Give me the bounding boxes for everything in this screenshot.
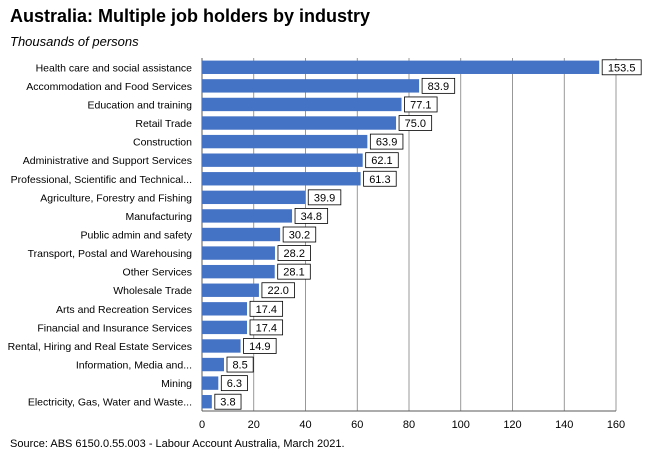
- data-label: 28.2: [284, 248, 305, 260]
- category-label: Retail Trade: [135, 118, 192, 130]
- data-label: 62.1: [371, 155, 392, 167]
- category-label: Rental, Hiring and Real Estate Services: [8, 341, 192, 353]
- bar: [202, 357, 224, 372]
- category-label: Public admin and safety: [81, 230, 193, 242]
- category-label: Manufacturing: [125, 211, 192, 223]
- data-label: 153.5: [608, 62, 636, 74]
- chart-subtitle: Thousands of persons: [10, 34, 139, 49]
- data-label: 30.2: [289, 230, 310, 242]
- category-label: Education and training: [88, 99, 193, 111]
- bar: [202, 395, 212, 409]
- data-label-box: [294, 208, 329, 224]
- data-label: 3.8: [220, 397, 235, 409]
- data-label: 28.1: [283, 267, 304, 279]
- data-label-box: [363, 170, 397, 187]
- data-label-box: [365, 152, 399, 169]
- category-label: Financial and Insurance Services: [37, 322, 192, 334]
- category-label: Information, Media and...: [76, 360, 192, 372]
- bar: [202, 246, 275, 260]
- data-label: 75.0: [405, 118, 426, 130]
- bar: [202, 302, 248, 316]
- bar: [202, 264, 275, 279]
- category-label: Professional, Scientific and Technical..…: [11, 174, 192, 186]
- category-label: Transport, Postal and Warehousing: [28, 248, 193, 260]
- category-label: Mining: [161, 378, 192, 390]
- x-tick-label: 60: [351, 419, 363, 431]
- x-tick-label: 160: [607, 419, 625, 431]
- category-label: Health care and social assistance: [36, 62, 193, 74]
- data-label: 14.9: [249, 341, 270, 353]
- data-label: 6.3: [227, 378, 242, 390]
- data-label-box: [249, 300, 284, 317]
- category-label: Accommodation and Food Services: [26, 81, 192, 93]
- bar: [202, 283, 259, 297]
- data-label: 83.9: [428, 81, 449, 93]
- x-tick-label: 0: [199, 419, 205, 431]
- category-label: Electricity, Gas, Water and Waste...: [28, 397, 192, 409]
- x-tick-label: 140: [555, 419, 573, 431]
- bar: [202, 153, 363, 167]
- bar: [202, 79, 420, 93]
- data-label-box: [369, 133, 404, 150]
- data-label: 61.3: [369, 174, 390, 186]
- category-label: Administrative and Support Services: [23, 155, 192, 167]
- data-label: 77.1: [410, 99, 431, 111]
- bar: [202, 116, 397, 130]
- bar: [202, 209, 293, 223]
- data-label: 22.0: [268, 285, 289, 297]
- bar: [202, 97, 402, 112]
- data-label-box: [249, 319, 284, 336]
- category-label: Agriculture, Forestry and Fishing: [40, 192, 192, 204]
- category-label: Wholesale Trade: [113, 285, 192, 297]
- category-label: Construction: [133, 137, 192, 149]
- x-tick-label: 120: [503, 419, 521, 431]
- bar: [202, 134, 368, 149]
- data-label: 8.5: [232, 360, 247, 372]
- data-label-box: [282, 226, 317, 243]
- bar: [202, 172, 361, 186]
- x-tick-label: 40: [299, 419, 311, 431]
- data-label: 39.9: [314, 192, 335, 204]
- data-label-box: [214, 393, 242, 410]
- data-label-box: [277, 263, 311, 280]
- bar: [202, 227, 281, 242]
- data-label-box: [226, 356, 254, 373]
- data-label-box: [261, 282, 295, 299]
- category-label: Other Services: [123, 267, 192, 279]
- data-label-box: [220, 375, 248, 392]
- data-label-box: [404, 96, 438, 113]
- data-label-box: [243, 338, 277, 354]
- bar: [202, 376, 219, 390]
- data-label: 17.4: [256, 322, 277, 334]
- bar: [202, 320, 248, 335]
- category-label: Arts and Recreation Services: [56, 304, 192, 316]
- bar: [202, 60, 600, 74]
- x-tick-label: 80: [403, 419, 415, 431]
- data-label: 17.4: [256, 304, 277, 316]
- data-label-box: [277, 245, 311, 261]
- data-label: 63.9: [376, 137, 397, 149]
- bar: [202, 339, 241, 353]
- x-tick-label: 20: [248, 419, 260, 431]
- data-label: 34.8: [301, 211, 322, 223]
- source-note: Source: ABS 6150.0.55.003 - Labour Accou…: [10, 438, 345, 450]
- data-label-box: [421, 77, 456, 94]
- data-label-box: [307, 189, 342, 206]
- data-label-box: [398, 115, 433, 131]
- bar: [202, 190, 306, 205]
- chart-title: Australia: Multiple job holders by indus…: [10, 6, 371, 26]
- x-tick-label: 100: [452, 419, 470, 431]
- data-label-box: [601, 59, 642, 76]
